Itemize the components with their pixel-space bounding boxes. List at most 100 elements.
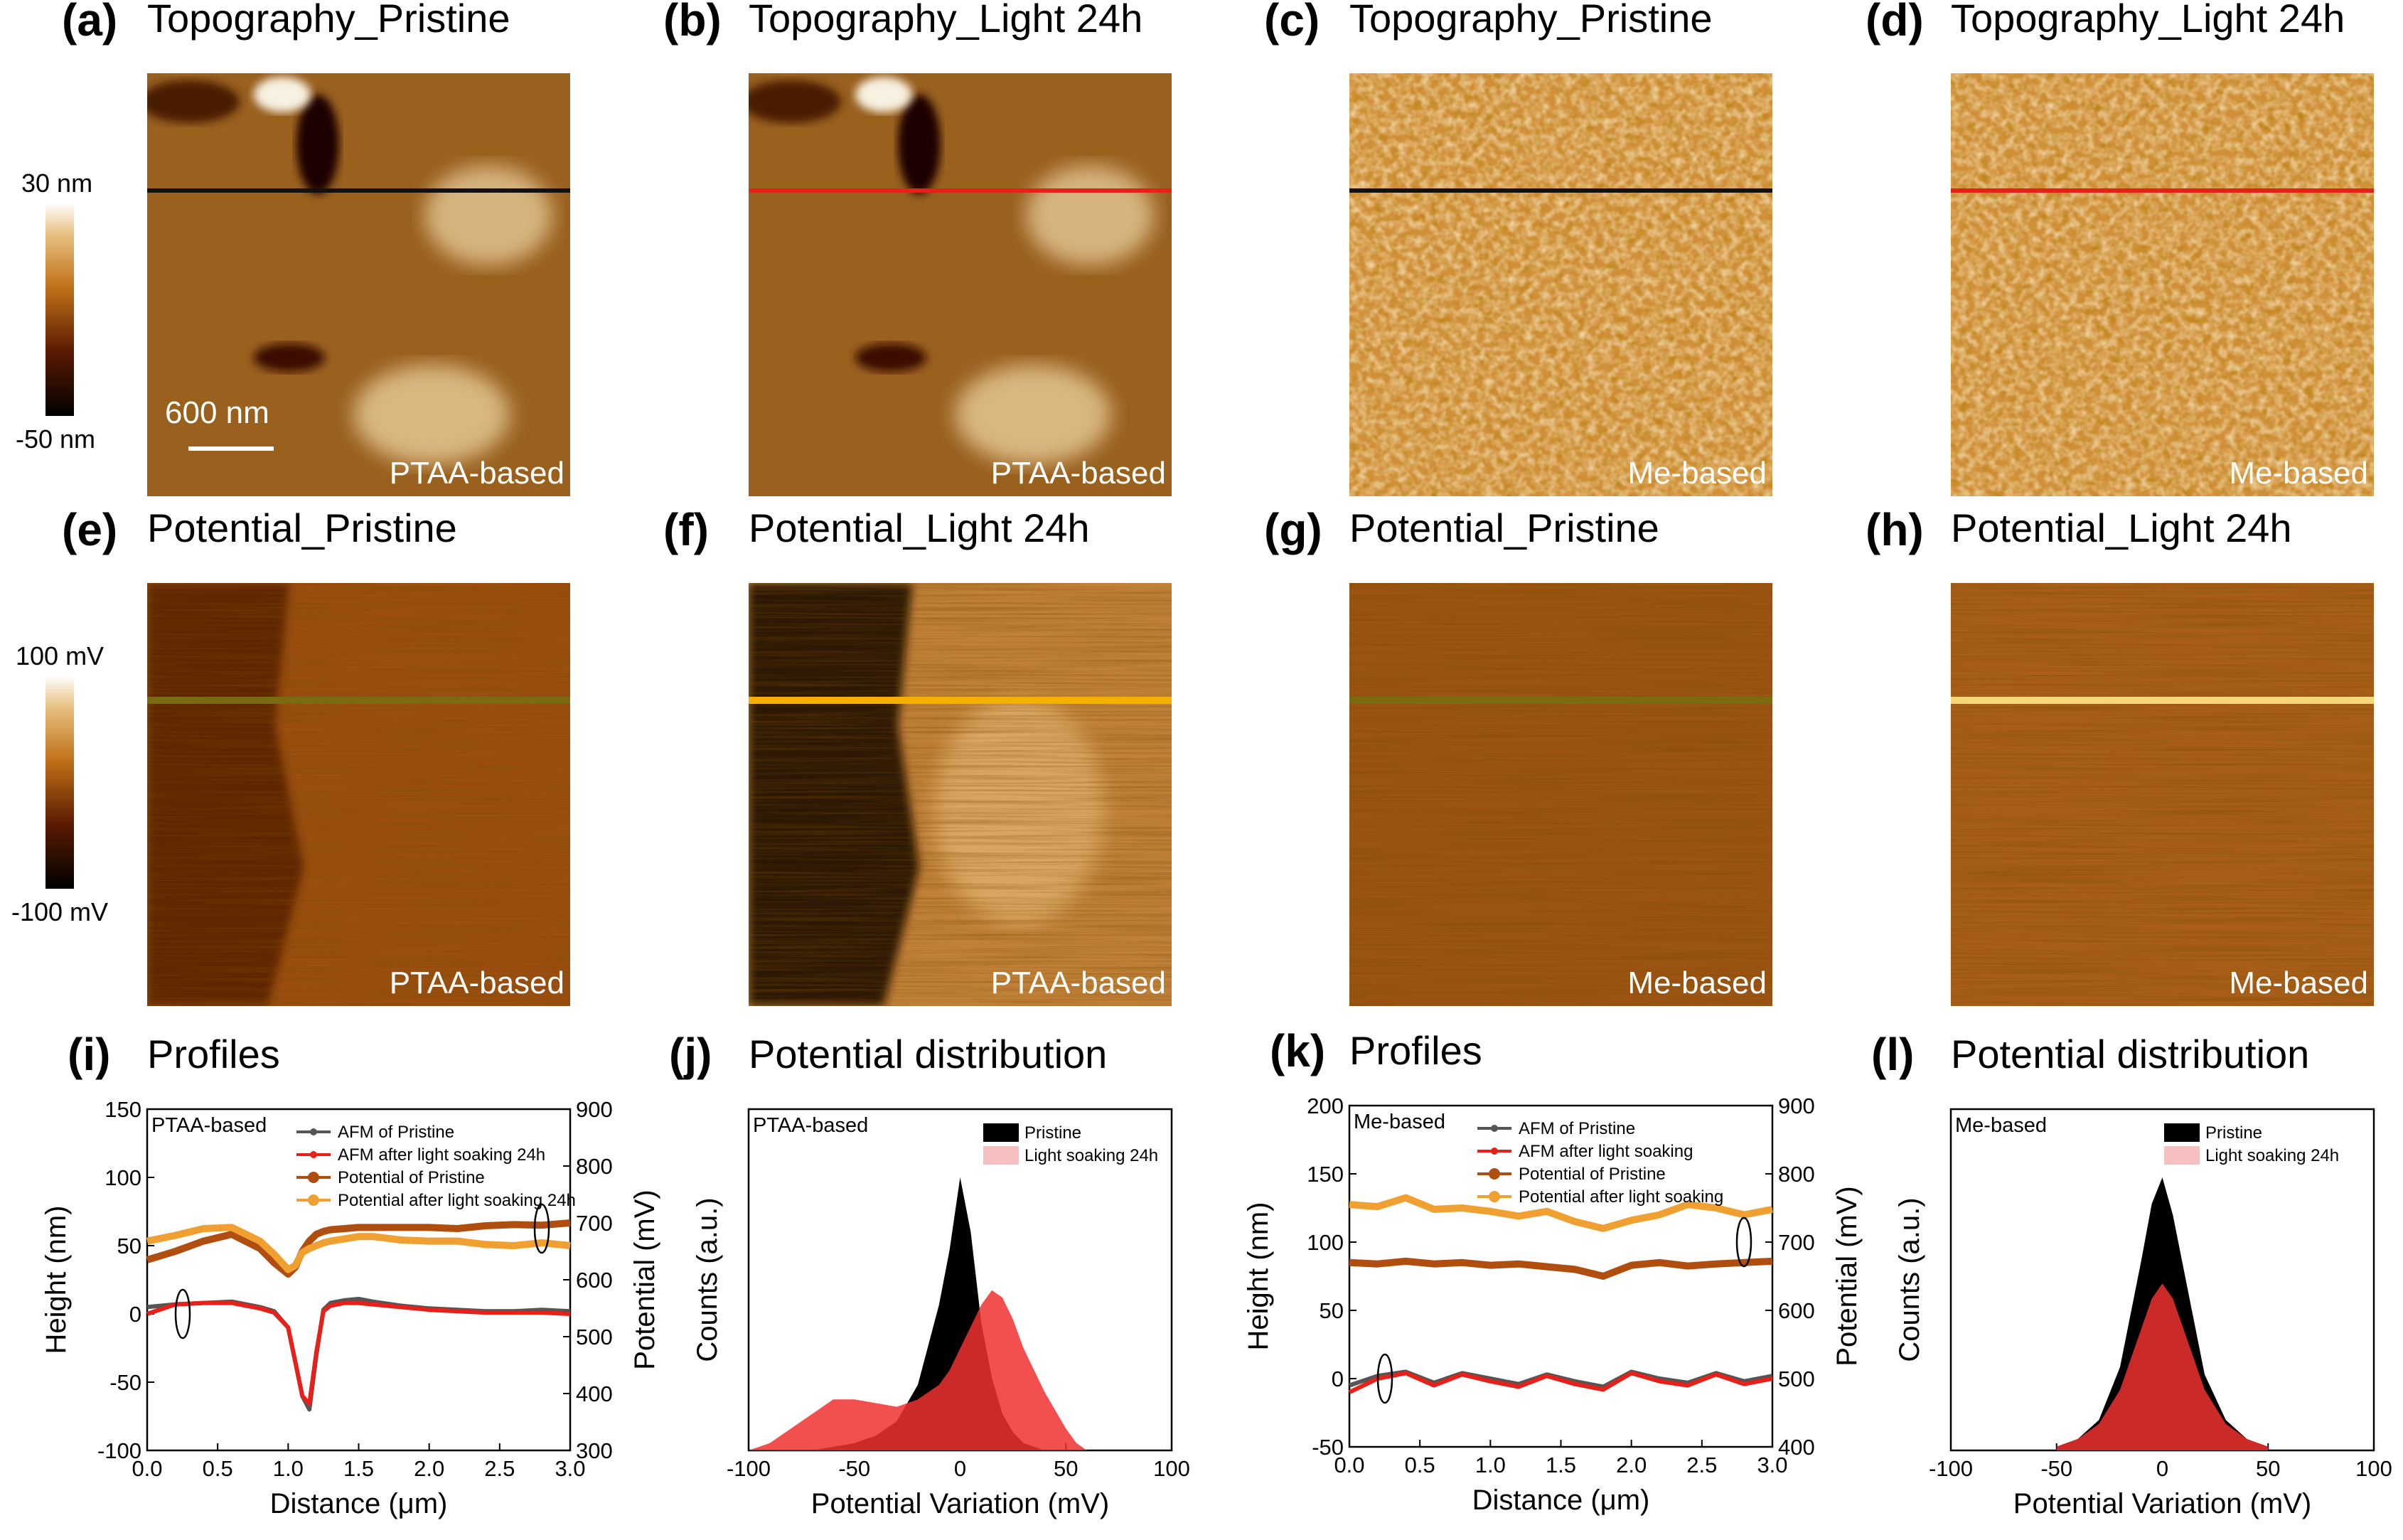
y-tick-label: 0	[129, 1302, 141, 1327]
legend-swatch	[983, 1146, 1019, 1165]
legend-label: Potential after light soaking 24h	[338, 1191, 576, 1210]
legend-marker	[1491, 1148, 1498, 1155]
topography-map	[147, 73, 570, 496]
potential-map	[749, 583, 1172, 1006]
legend-swatch	[2164, 1123, 2200, 1142]
y-axis-label: Height (nm)	[1243, 1202, 1274, 1351]
x-axis-label: Potential Variation (mV)	[811, 1488, 1109, 1519]
y-tick-label: -50	[109, 1370, 141, 1395]
panel-title: Topography_Light 24h	[749, 0, 1142, 41]
x-tick-label: 0.0	[132, 1456, 162, 1481]
panel-label: (c)	[1264, 0, 1320, 46]
topo-colorbar-min: -50 nm	[16, 424, 95, 454]
y-tick-label: 100	[1307, 1230, 1344, 1255]
scalebar: 600 nm	[165, 395, 274, 451]
topography-map	[1349, 73, 1772, 496]
chart-panels: (i) Profiles PTAA-based 0.0 0.5 1.0 1.5 2.0 2.5 3…	[41, 1025, 2392, 1519]
x-tick-label: 2.5	[484, 1456, 515, 1481]
x-tick-label: -50	[838, 1456, 870, 1481]
chart-title: Potential distribution	[749, 1032, 1107, 1076]
y2-tick-label: 800	[576, 1154, 613, 1179]
x-tick-label: 50	[2256, 1456, 2280, 1481]
topography-map	[749, 73, 1172, 496]
y-tick-label: 150	[105, 1097, 141, 1122]
panel-label: (i)	[68, 1029, 110, 1080]
series-line-3	[1349, 1257, 1773, 1280]
legend-marker	[308, 1194, 319, 1206]
topography-colorbar: 30 nm -50 nm	[16, 169, 95, 454]
legend-swatch	[2164, 1146, 2200, 1165]
y-axis-label: Counts (a.u.)	[1894, 1197, 1925, 1362]
y2-tick-label: 700	[576, 1211, 613, 1236]
panel-g: (g) Potential_Pristine Me-based	[1264, 504, 1772, 1006]
y-tick-label: -100	[97, 1438, 141, 1463]
sample-label: Me-based	[2229, 456, 2368, 491]
sample-label: PTAA-based	[390, 966, 564, 1000]
legend-marker	[1489, 1191, 1500, 1202]
x-tick-label: 3.0	[555, 1456, 585, 1481]
y-axis-label: Height (nm)	[41, 1206, 72, 1354]
legend-marker	[308, 1172, 319, 1183]
panel-title: Potential_Light 24h	[1951, 506, 2292, 550]
x-tick-label: -100	[727, 1456, 771, 1481]
x-tick-label: 0	[2156, 1456, 2168, 1481]
chart-i: (i) Profiles PTAA-based 0.0 0.5 1.0 1.5 2.0 2.5 3…	[41, 1029, 660, 1519]
potential-map	[1951, 583, 2374, 1006]
y-tick-label: 50	[117, 1234, 141, 1258]
x-tick-label: 50	[1054, 1456, 1078, 1481]
panel-f: (f) Potential_Light 24h PTAA-based	[663, 504, 1172, 1006]
panel-title: Potential_Pristine	[1349, 506, 1659, 550]
legend-marker	[1491, 1125, 1498, 1132]
legend-swatch	[983, 1123, 1019, 1142]
y2-axis-label: Potential (mV)	[629, 1189, 660, 1369]
series-line-2	[1348, 1371, 1773, 1394]
sample-annotation: Me-based	[1354, 1111, 1445, 1133]
chart-j: (j) Potential distribution PTAA-based -100 -…	[669, 1029, 1190, 1519]
potential-map	[1349, 583, 1772, 1006]
panel-label: (d)	[1866, 0, 1924, 46]
series-line-4	[146, 1224, 571, 1273]
x-axis-label: Distance (μm)	[1472, 1485, 1650, 1516]
legend-label: Light soaking 24h	[1024, 1146, 1158, 1165]
y2-tick-label: 900	[576, 1097, 613, 1122]
panel-label: (b)	[663, 0, 722, 46]
y2-tick-label: 900	[1778, 1093, 1815, 1118]
x-tick-label: 2.5	[1686, 1453, 1717, 1477]
panel-label: (a)	[62, 0, 117, 46]
y2-axis-label: Potential (mV)	[1831, 1186, 1863, 1366]
potential-map	[147, 583, 570, 1006]
chart-k: (k) Profiles Me-based 0.0 0.5 1.0 1.5 2.0 2.5 3.0…	[1243, 1025, 1863, 1516]
x-tick-label: 0.0	[1334, 1453, 1364, 1477]
y-tick-label: 200	[1307, 1093, 1344, 1118]
series-line-2	[146, 1300, 571, 1406]
chart-title: Potential distribution	[1951, 1032, 2309, 1076]
x-tick-label: 2.0	[414, 1456, 444, 1481]
x-axis-label: Potential Variation (mV)	[2013, 1488, 2311, 1519]
legend-marker	[310, 1128, 317, 1135]
legend-label: AFM after light soaking 24h	[338, 1145, 545, 1165]
x-tick-label: 2.0	[1616, 1453, 1647, 1477]
x-tick-label: 0.5	[203, 1456, 233, 1481]
y2-tick-label: 600	[1778, 1298, 1815, 1323]
panel-label: (h)	[1866, 504, 1924, 555]
panel-e: (e) Potential_Pristine PTAA-based	[62, 504, 570, 1006]
y2-tick-label: 300	[576, 1438, 613, 1463]
y2-tick-label: 600	[576, 1268, 613, 1293]
y2-tick-label: 500	[576, 1325, 613, 1349]
legend-label: AFM after light soaking	[1519, 1142, 1693, 1161]
x-tick-label: 0.5	[1405, 1453, 1435, 1477]
y2-tick-label: 800	[1778, 1162, 1815, 1187]
sample-annotation: PTAA-based	[151, 1114, 267, 1137]
pot-colorbar-min: -100 mV	[11, 897, 108, 926]
x-tick-label: 100	[1153, 1456, 1190, 1481]
panel-title: Potential_Light 24h	[749, 506, 1090, 550]
sample-annotation: PTAA-based	[753, 1114, 868, 1137]
panel-label: (j)	[669, 1029, 712, 1080]
y-tick-label: 150	[1307, 1162, 1344, 1187]
y2-tick-label: 700	[1778, 1230, 1815, 1255]
legend-label: Potential of Pristine	[1519, 1165, 1666, 1184]
panel-title: Potential_Pristine	[147, 506, 457, 550]
panel-label: (g)	[1264, 504, 1322, 555]
legend-label: AFM of Pristine	[1519, 1119, 1635, 1138]
